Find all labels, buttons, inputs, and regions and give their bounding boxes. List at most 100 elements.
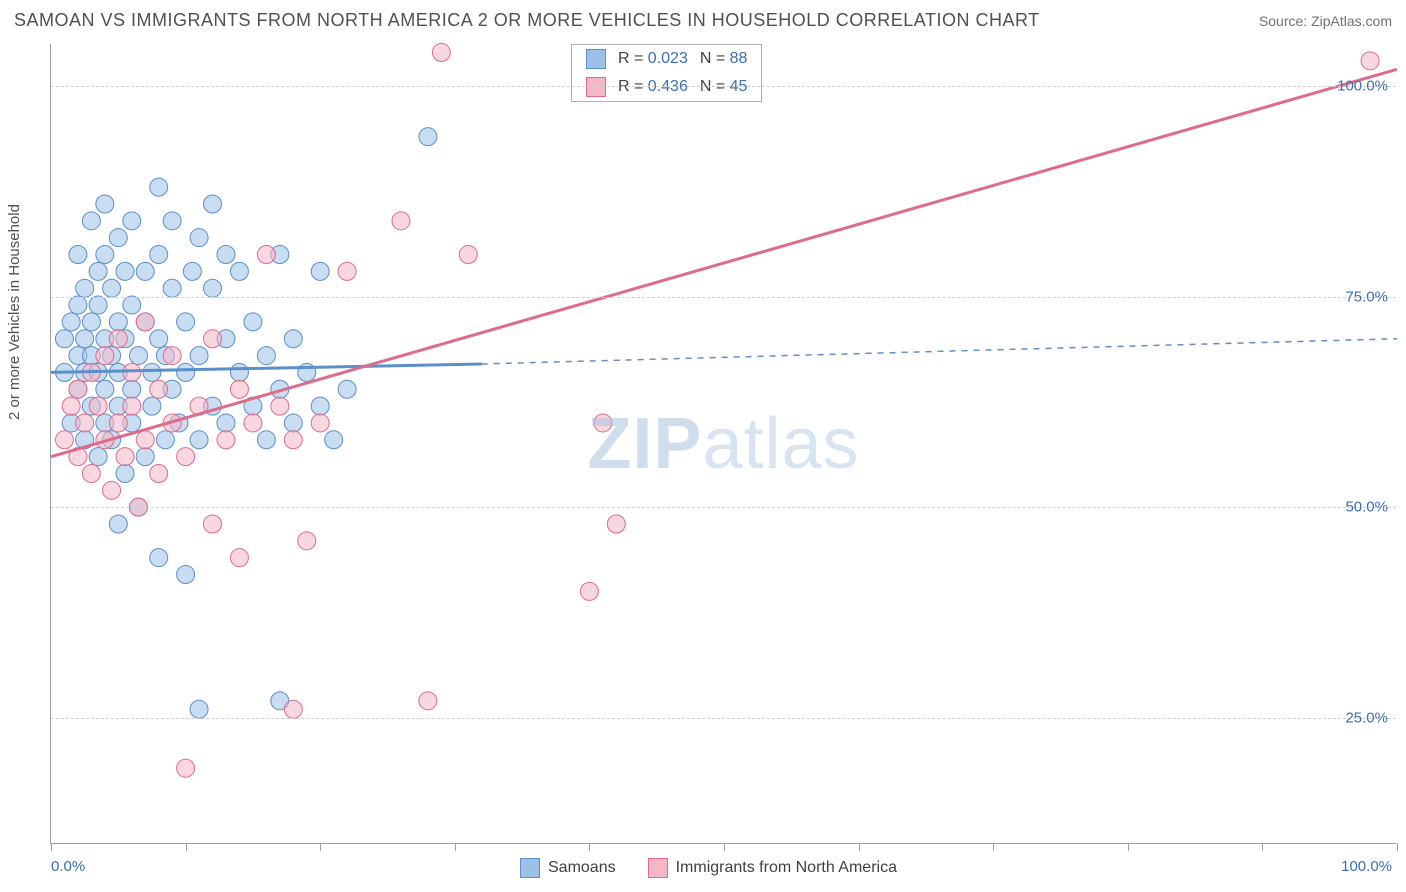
data-point: [204, 279, 222, 297]
data-point: [96, 380, 114, 398]
data-point: [82, 464, 100, 482]
data-point: [284, 700, 302, 718]
data-point: [96, 347, 114, 365]
data-point: [163, 279, 181, 297]
x-tick: [589, 843, 590, 851]
data-point: [123, 397, 141, 415]
data-point: [204, 515, 222, 533]
gridline: [51, 297, 1396, 298]
data-point: [271, 397, 289, 415]
data-point: [116, 464, 134, 482]
y-tick-label: 75.0%: [1345, 288, 1388, 305]
data-point: [177, 313, 195, 331]
data-point: [89, 296, 107, 314]
data-point: [257, 246, 275, 264]
x-tick: [724, 843, 725, 851]
y-axis-label: 2 or more Vehicles in Household: [6, 204, 23, 420]
data-point: [62, 313, 80, 331]
data-point: [96, 246, 114, 264]
data-point: [177, 566, 195, 584]
data-point: [136, 448, 154, 466]
x-tick: [455, 843, 456, 851]
data-point: [109, 313, 127, 331]
data-point: [76, 414, 94, 432]
data-point: [580, 582, 598, 600]
x-tick: [51, 843, 52, 851]
data-point: [103, 481, 121, 499]
y-tick-label: 50.0%: [1345, 499, 1388, 516]
data-point: [150, 549, 168, 567]
data-point: [76, 330, 94, 348]
legend-swatch: [648, 858, 668, 878]
data-point: [89, 448, 107, 466]
data-point: [230, 549, 248, 567]
data-point: [338, 380, 356, 398]
data-point: [204, 330, 222, 348]
data-point: [177, 363, 195, 381]
data-point: [136, 431, 154, 449]
data-point: [177, 759, 195, 777]
data-point: [594, 414, 612, 432]
data-point: [183, 262, 201, 280]
legend-series: Samoans Immigrants from North America: [520, 858, 897, 878]
data-point: [96, 195, 114, 213]
legend-stats: R = 0.023 N = 88 R = 0.436 N = 45: [571, 44, 762, 102]
data-point: [284, 414, 302, 432]
legend-label: Immigrants from North America: [676, 859, 897, 877]
data-point: [284, 431, 302, 449]
data-point: [69, 380, 87, 398]
data-point: [257, 347, 275, 365]
legend-stats-row: R = 0.023 N = 88: [572, 45, 761, 73]
data-point: [217, 246, 235, 264]
data-point: [150, 330, 168, 348]
chart-header: SAMOAN VS IMMIGRANTS FROM NORTH AMERICA …: [0, 0, 1406, 35]
data-point: [109, 414, 127, 432]
data-point: [143, 363, 161, 381]
data-point: [123, 296, 141, 314]
x-tick: [1262, 843, 1263, 851]
x-tick: [993, 843, 994, 851]
data-point: [82, 313, 100, 331]
data-point: [150, 380, 168, 398]
data-point: [123, 380, 141, 398]
data-point: [459, 246, 477, 264]
data-point: [311, 262, 329, 280]
data-point: [69, 296, 87, 314]
data-point: [190, 700, 208, 718]
chart-source: Source: ZipAtlas.com: [1259, 13, 1392, 29]
data-point: [284, 330, 302, 348]
data-point: [432, 43, 450, 61]
x-tick: [859, 843, 860, 851]
x-tick: [320, 843, 321, 851]
data-point: [129, 347, 147, 365]
data-point: [311, 397, 329, 415]
data-point: [190, 347, 208, 365]
data-point: [217, 414, 235, 432]
data-point: [109, 515, 127, 533]
legend-item: Samoans: [520, 858, 616, 878]
x-tick: [1128, 843, 1129, 851]
data-point: [150, 464, 168, 482]
x-tick-label-left: 0.0%: [51, 858, 85, 875]
data-point: [204, 195, 222, 213]
legend-swatch: [586, 49, 606, 69]
data-point: [217, 431, 235, 449]
data-point: [69, 246, 87, 264]
data-point: [230, 262, 248, 280]
data-point: [325, 431, 343, 449]
data-point: [55, 431, 73, 449]
data-point: [1361, 52, 1379, 70]
data-point: [230, 380, 248, 398]
legend-n-label: N = 88: [700, 50, 748, 68]
data-point: [55, 330, 73, 348]
data-point: [311, 414, 329, 432]
data-point: [244, 313, 262, 331]
data-point: [109, 330, 127, 348]
trend-line-dashed: [482, 339, 1397, 364]
x-tick: [1397, 843, 1398, 851]
data-point: [177, 448, 195, 466]
data-point: [116, 448, 134, 466]
data-point: [419, 692, 437, 710]
data-point: [163, 347, 181, 365]
data-point: [136, 262, 154, 280]
